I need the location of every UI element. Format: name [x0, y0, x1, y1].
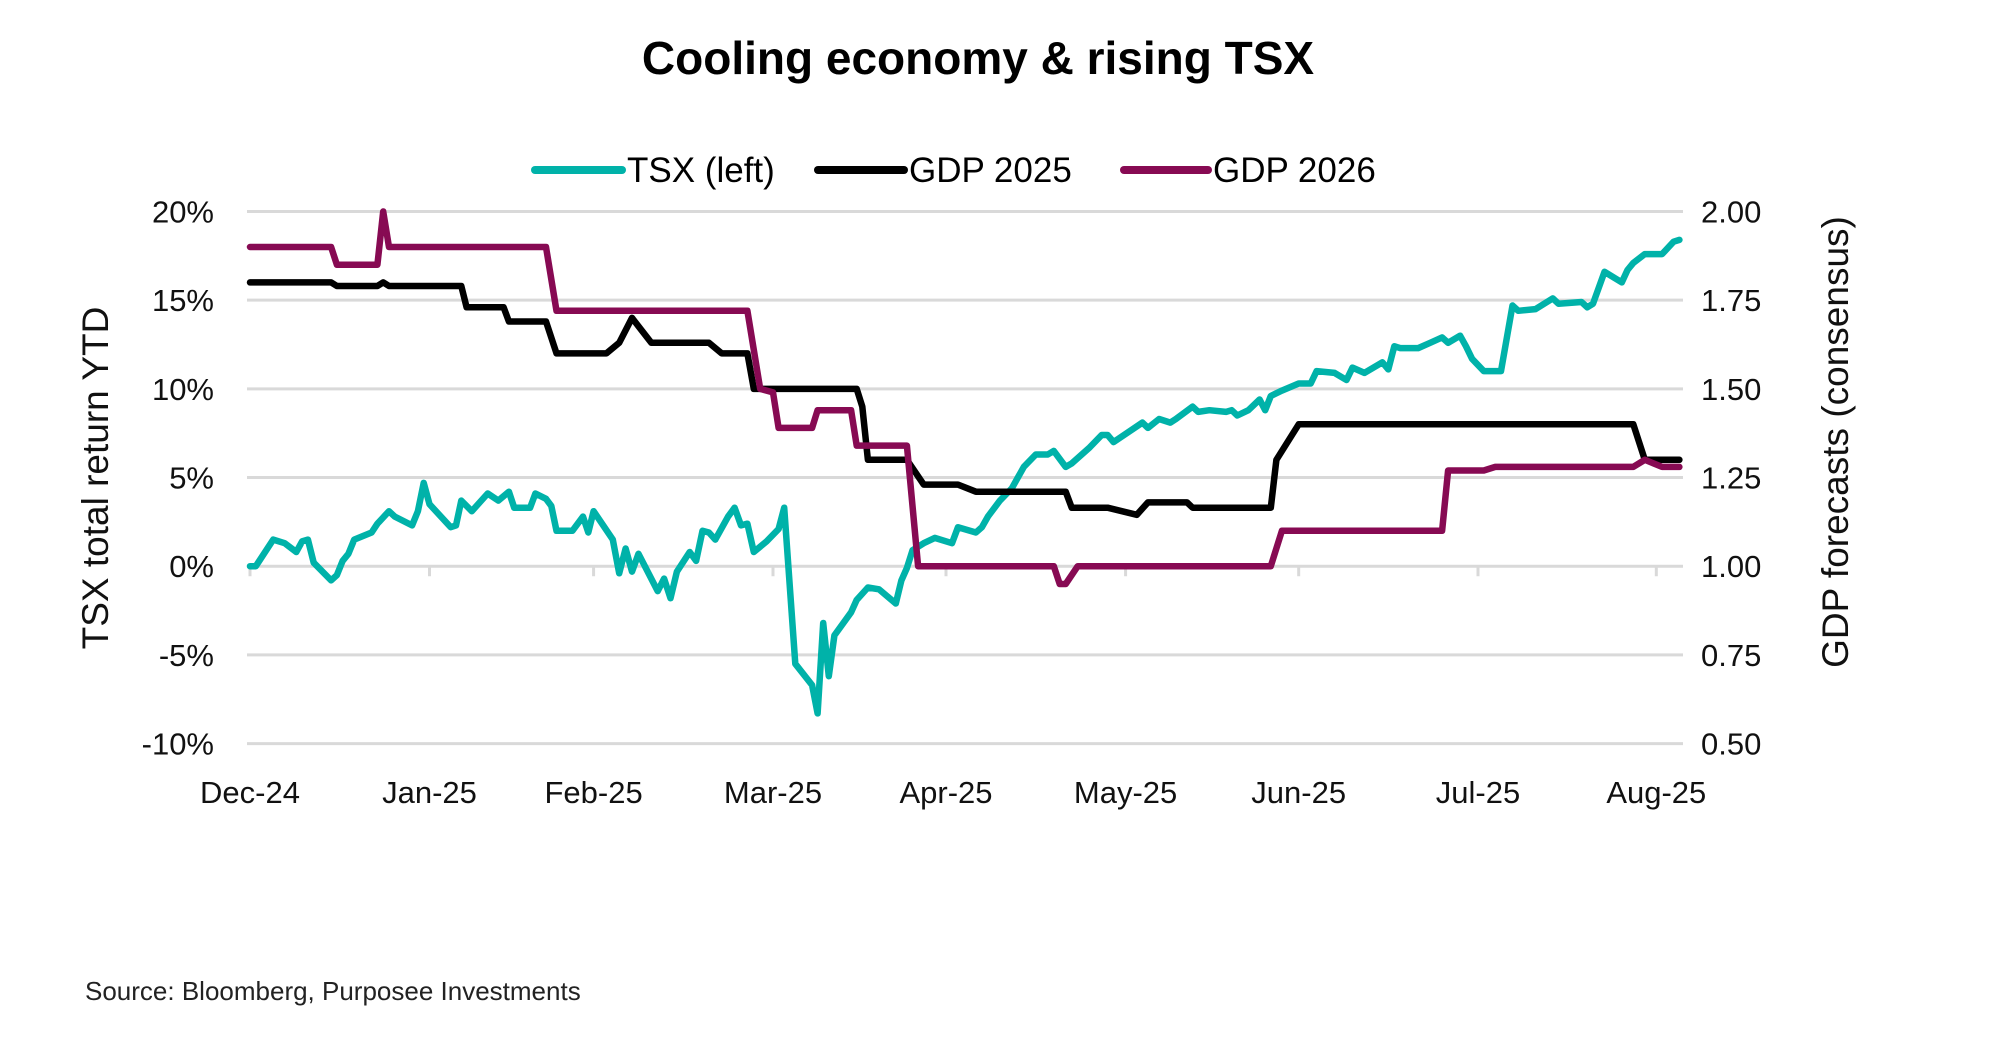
y-axis-right-title: GDP forecasts (consensus) [1815, 216, 1856, 668]
x-tick-label: Aug-25 [1606, 775, 1706, 810]
y-right-tick-label: 1.50 [1701, 372, 1761, 407]
series-line-gdp-2025 [246, 279, 1683, 519]
legend-label: GDP 2026 [1213, 151, 1376, 190]
y-left-tick-label: -10% [142, 727, 214, 762]
x-tick-label: Jan-25 [382, 775, 477, 810]
series-line-gdp-2026 [246, 208, 1683, 588]
y-left-tick-label: 15% [152, 283, 214, 318]
y-right-tick-label: 1.00 [1701, 549, 1761, 584]
y-right-tick-label: 0.75 [1701, 638, 1761, 673]
y-right-tick-label: 1.25 [1701, 461, 1761, 496]
x-tick-label: Mar-25 [724, 775, 822, 810]
y-axis-left: 20% 15% 10% 5% 0% -5% -10% [142, 195, 214, 762]
y-left-tick-label: 10% [152, 372, 214, 407]
y-right-tick-label: 0.50 [1701, 727, 1761, 762]
chart-title: Cooling economy & rising TSX [642, 32, 1314, 84]
legend-label: TSX (left) [627, 151, 775, 190]
x-tick-label: Apr-25 [899, 775, 992, 810]
x-tick-label: Jun-25 [1251, 775, 1346, 810]
x-tick-label: May-25 [1074, 775, 1177, 810]
x-tick-label: Dec-24 [200, 775, 300, 810]
y-right-tick-label: 2.00 [1701, 195, 1761, 230]
y-right-tick-label: 1.75 [1701, 283, 1761, 318]
y-left-tick-label: 5% [169, 461, 214, 496]
legend-label: GDP 2025 [909, 151, 1072, 190]
y-axis-right: 2.00 1.75 1.50 1.25 1.00 0.75 0.50 [1701, 195, 1761, 762]
y-left-tick-label: -5% [159, 638, 214, 673]
series-group [246, 208, 1683, 717]
source-note: Source: Bloomberg, Purposee Investments [85, 976, 581, 1006]
y-left-tick-label: 20% [152, 195, 214, 230]
x-tick-label: Feb-25 [544, 775, 642, 810]
legend: TSX (left) GDP 2025 GDP 2026 [531, 151, 1376, 190]
series-line-tsx-left [246, 236, 1683, 717]
x-axis: Dec-24 Jan-25 Feb-25 Mar-25 Apr-25 May-25 Jun-… [200, 566, 1706, 810]
gridlines [247, 210, 1683, 746]
x-tick-label: Jul-25 [1436, 775, 1520, 810]
y-axis-left-title: TSX total return YTD [75, 307, 116, 650]
y-left-tick-label: 0% [169, 549, 214, 584]
